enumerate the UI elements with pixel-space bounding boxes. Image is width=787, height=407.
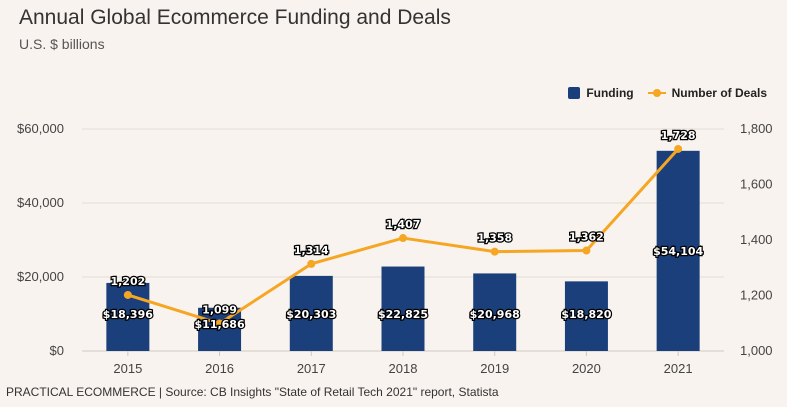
right-axis-tick-label: 1,800	[740, 121, 773, 136]
right-axis-tick-label: 1,400	[740, 232, 773, 247]
deals-data-label: 1,362	[569, 231, 604, 244]
x-axis-tick-label: 2015	[113, 361, 142, 376]
chart-subtitle: U.S. $ billions	[19, 36, 105, 52]
deals-point	[674, 144, 683, 153]
legend-label-funding: Funding	[586, 86, 634, 100]
deals-point	[215, 319, 224, 328]
legend-item-funding[interactable]: Funding	[568, 86, 634, 100]
x-axis-tick-label: 2019	[480, 361, 509, 376]
x-axis-tick-label: 2018	[389, 361, 418, 376]
deals-point	[307, 259, 316, 268]
funding-data-label: $22,825	[378, 308, 428, 321]
legend-label-deals: Number of Deals	[671, 86, 767, 100]
left-axis-tick-label: $40,000	[17, 195, 64, 210]
x-axis-tick-label: 2016	[205, 361, 234, 376]
funding-bar	[381, 266, 425, 351]
funding-data-label: $20,968	[470, 308, 520, 321]
deals-data-label: 1,314	[294, 244, 329, 257]
chart-title: Annual Global Ecommerce Funding and Deal…	[19, 6, 451, 29]
deals-point	[490, 247, 499, 256]
x-axis-tick-label: 2017	[297, 361, 326, 376]
deals-data-label: 1,358	[477, 232, 512, 245]
right-axis-tick-label: 1,600	[740, 177, 773, 192]
right-axis-tick-label: 1,000	[740, 343, 773, 358]
combo-chart: $0 $20,000 $40,000 $60,000 1,000 1,200 1,400 1,…	[17, 121, 773, 376]
funding-data-label: $18,396	[103, 308, 153, 321]
deals-data-label: 1,728	[661, 129, 696, 142]
deals-data-label: 1,407	[386, 218, 421, 231]
x-axis-tick-label: 2021	[664, 361, 693, 376]
x-axis-tick-label: 2020	[572, 361, 601, 376]
left-axis-tick-label: $60,000	[17, 121, 64, 136]
funding-data-label: $18,820	[561, 308, 611, 321]
legend-swatch-funding	[568, 87, 581, 99]
left-axis-tick-label: $0	[50, 343, 64, 358]
deals-point	[399, 234, 407, 243]
deals-data-label: 1,099	[202, 304, 237, 317]
funding-bar	[656, 150, 700, 351]
funding-data-label: $54,104	[653, 245, 703, 258]
funding-data-label: $11,686	[195, 318, 245, 331]
funding-bar	[473, 273, 517, 351]
legend-item-deals[interactable]: Number of Deals	[647, 86, 767, 100]
deals-point	[582, 246, 591, 255]
funding-bar	[289, 275, 333, 351]
legend-swatch-deals	[647, 87, 666, 99]
funding-bar	[564, 281, 608, 351]
left-axis-tick-label: $20,000	[17, 269, 64, 284]
right-axis-tick-label: 1,200	[740, 288, 773, 303]
source-footer: PRACTICAL ECOMMERCE | Source: CB Insight…	[6, 385, 499, 399]
deals-data-label: 1,202	[110, 275, 145, 288]
funding-data-label: $20,303	[286, 308, 336, 321]
deals-point	[123, 290, 132, 299]
chart-legend: Funding Number of Deals	[568, 86, 767, 100]
